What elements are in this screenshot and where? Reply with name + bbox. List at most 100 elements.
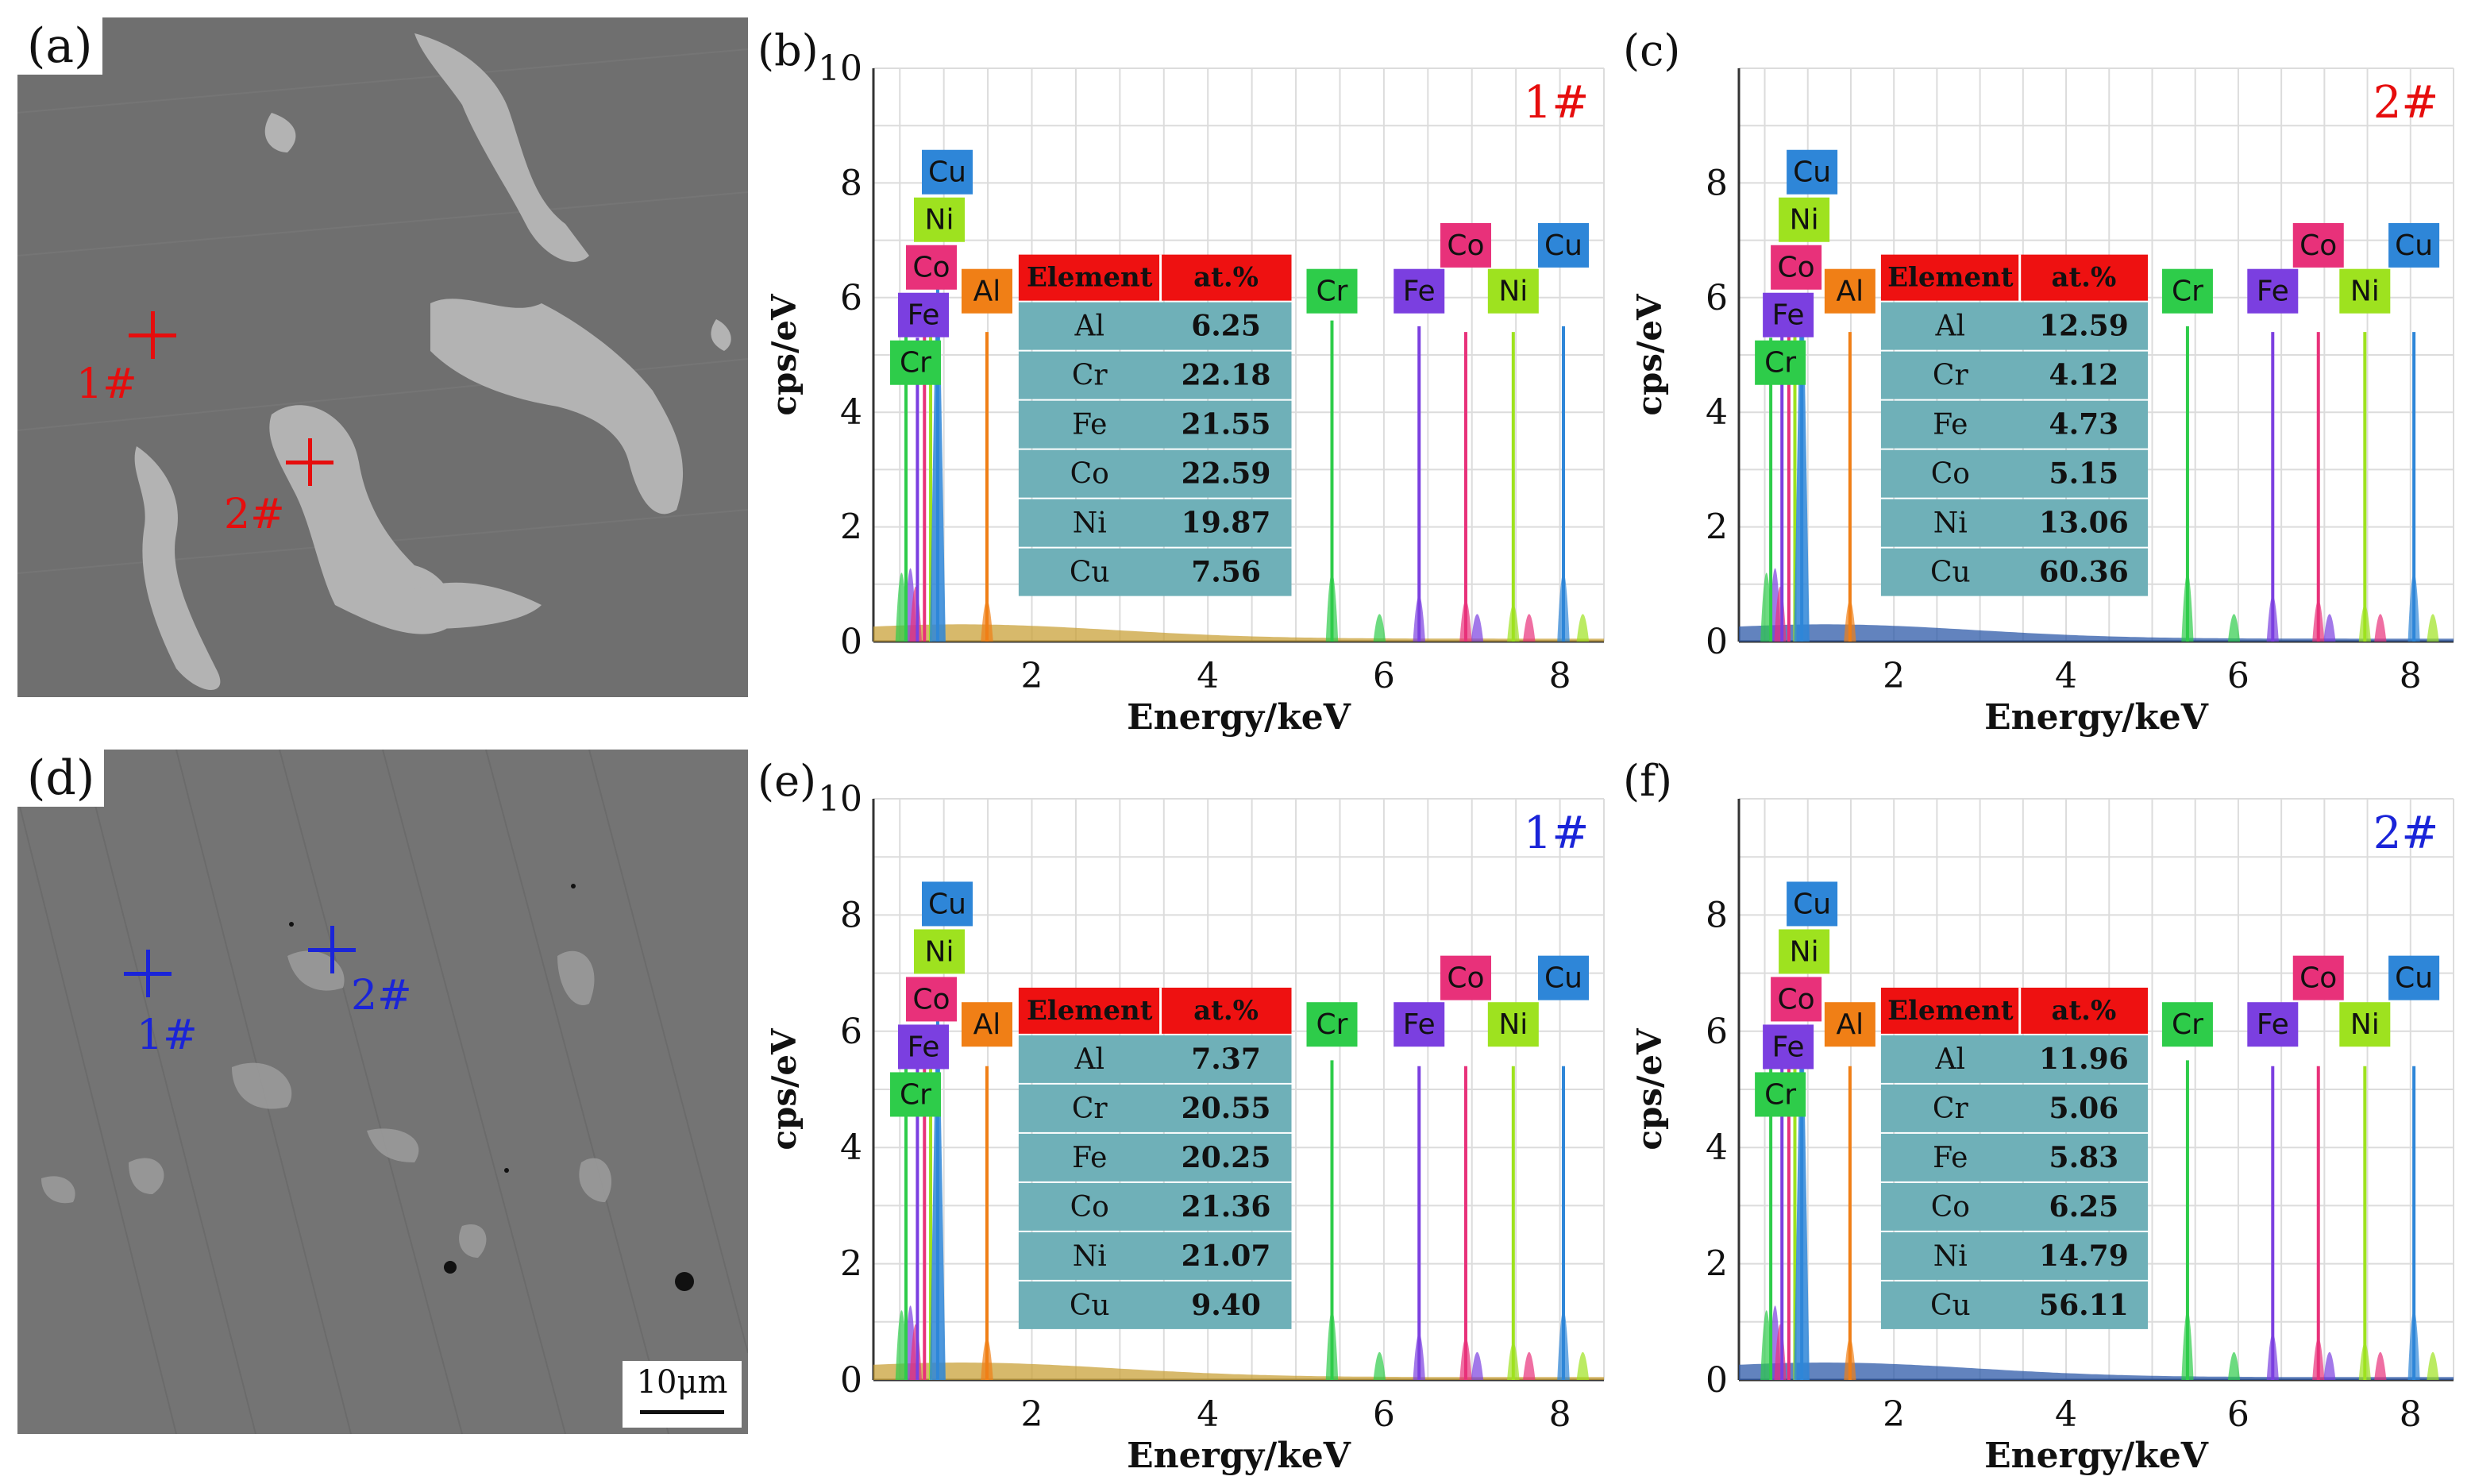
element-box-bg — [2339, 1002, 2391, 1047]
table-row-bg — [1018, 1035, 1292, 1083]
panel-label-d: (d) — [17, 750, 105, 807]
element-label-right: Co — [1440, 955, 1491, 1000]
element-box-bg — [1755, 1072, 1806, 1117]
panel-label: (f) — [1623, 756, 1672, 806]
table-cell-value: 22.18 — [1182, 359, 1271, 392]
element-box-text: Co — [2299, 229, 2337, 262]
x-tick-label: 6 — [2227, 1394, 2249, 1435]
table-cell-element: Co — [1931, 458, 1970, 491]
point-tag: 2# — [2373, 808, 2439, 859]
spectrum-hump — [2227, 1351, 2241, 1380]
element-box-text: Cu — [1544, 962, 1582, 995]
table-cell-element: Co — [1931, 1191, 1970, 1224]
table-cell-value: 5.83 — [2049, 1141, 2119, 1174]
marker-d-2 — [308, 926, 356, 973]
table-header-bg — [1880, 987, 2149, 1034]
element-label-left: Fe — [1763, 292, 1814, 337]
table-cell-element: Cu — [1930, 1289, 1971, 1322]
spectrum-hump — [1576, 1351, 1590, 1380]
table-row-bg — [1018, 302, 1292, 350]
table-cell-value: 5.06 — [2049, 1092, 2119, 1125]
x-tick-label: 8 — [2400, 656, 2422, 696]
table-row-bg — [1018, 1182, 1292, 1231]
element-box-text: Co — [2299, 962, 2337, 995]
element-label-right: Ni — [2339, 1002, 2391, 1047]
table-row-bg — [1880, 1232, 2149, 1280]
table-cell-value: 20.55 — [1182, 1092, 1271, 1125]
element-box-bg — [1306, 1002, 1358, 1047]
composition-table: Element at.% Al 12.59 Cr 4.12 Fe 4.73 Co 5.15 Ni 13… — [1880, 254, 2149, 596]
table-cell-element: Fe — [1933, 1142, 1968, 1174]
point-tag: 1# — [1524, 808, 1590, 859]
element-box-text: Ni — [1790, 204, 1819, 237]
element-box-text: Cu — [1544, 229, 1582, 262]
x-tick-label: 4 — [1197, 1394, 1219, 1435]
y-axis-label: cps/eV — [765, 293, 804, 416]
y-tick-label: 4 — [1706, 392, 1728, 433]
spectrum-hump — [2323, 1351, 2336, 1380]
x-tick-label: 6 — [1373, 1394, 1395, 1435]
element-box-text: Cr — [2172, 276, 2203, 308]
element-box-bg — [961, 268, 1012, 314]
element-box-text: Co — [1778, 252, 1815, 284]
chart-svg: (c) 2 4 6 8 0 2 4 6 8 Energy/keV cps/eV 2# Cu Ni Co Fe Cr… — [1623, 25, 2454, 738]
table-header-value: at.% — [1193, 262, 1259, 294]
element-box-text: Cr — [1764, 1078, 1796, 1111]
marker-a-1-label: 1# — [76, 360, 137, 408]
table-cell-value: 21.07 — [1182, 1239, 1271, 1273]
spectrum-hump — [1471, 614, 1484, 642]
table-cell-value: 13.06 — [2039, 507, 2129, 540]
table-cell-element: Al — [1935, 1043, 1966, 1076]
chart-panel-e: (e) 2 4 6 8 0 2 4 6 8 10 Energy/keV cps/eV 1# Cu Ni Co Fe… — [754, 746, 1620, 1477]
element-label-right: Co — [2292, 222, 2344, 268]
element-label-right: Cr — [1306, 268, 1358, 314]
y-tick-label: 2 — [1706, 1244, 1728, 1285]
spectrum-hump — [2374, 1351, 2387, 1380]
table-cell-element: Co — [1070, 1191, 1109, 1224]
table-cell-value: 5.15 — [2049, 457, 2119, 491]
background-spectrum — [873, 624, 1604, 642]
element-label-right: Cu — [1538, 955, 1590, 1000]
element-box-text: Co — [912, 983, 950, 1016]
element-label-left: Cr — [1755, 1072, 1806, 1117]
element-box-text: Ni — [925, 204, 954, 237]
element-box-text: Cu — [928, 888, 966, 920]
element-box-text: Cu — [928, 156, 966, 189]
element-box-text: Al — [1837, 276, 1864, 308]
x-tick-label: 2 — [1883, 656, 1905, 696]
y-axis-label: cps/eV — [765, 1027, 804, 1151]
table-cell-value: 7.37 — [1191, 1043, 1261, 1076]
table-cell-element: Cr — [1933, 1093, 1969, 1125]
spectrum-hump — [2227, 614, 2241, 642]
element-label-left: Ni — [1779, 929, 1830, 974]
element-box-bg — [1779, 929, 1830, 974]
element-box-bg — [890, 340, 942, 385]
table-cell-value: 20.25 — [1182, 1141, 1271, 1174]
x-axis-label: Energy/keV — [1984, 697, 2209, 738]
table-row-bg — [1880, 1133, 2149, 1181]
x-tick-label: 4 — [1197, 656, 1219, 696]
element-label-right: Ni — [2339, 268, 2391, 314]
background-spectrum — [1739, 624, 2454, 642]
y-tick-label: 6 — [1706, 278, 1728, 318]
x-tick-label: 6 — [2227, 656, 2249, 696]
table-row-bg — [1880, 1182, 2149, 1231]
table-row-bg — [1018, 1281, 1292, 1329]
element-box-text: Al — [973, 1008, 1001, 1041]
composition-table: Element at.% Al 11.96 Cr 5.06 Fe 5.83 Co 6.25 Ni 14… — [1880, 987, 2149, 1329]
spectrum-hump — [2323, 614, 2336, 642]
peak-Cu-L-fill — [929, 297, 946, 642]
chart-panel-b: (b) 2 4 6 8 0 2 4 6 8 10 Energy/keV cps/eV 1# Cu Ni Co Fe… — [754, 16, 1620, 738]
y-tick-label: 0 — [840, 1360, 862, 1401]
table-cell-value: 7.56 — [1191, 556, 1261, 589]
element-box-bg — [2292, 222, 2344, 268]
element-box-text: Ni — [925, 935, 954, 968]
chart-svg: (e) 2 4 6 8 0 2 4 6 8 10 Energy/keV cps/eV 1# Cu Ni Co Fe… — [757, 756, 1605, 1476]
element-label-right: Al — [1824, 268, 1875, 314]
spectrum-hump — [2427, 1351, 2439, 1380]
element-box-text: Co — [912, 252, 950, 284]
marker-a-1 — [129, 311, 176, 359]
y-tick-label: 6 — [840, 278, 862, 318]
element-box-bg — [2161, 268, 2213, 314]
y-tick-label: 4 — [840, 1127, 862, 1168]
